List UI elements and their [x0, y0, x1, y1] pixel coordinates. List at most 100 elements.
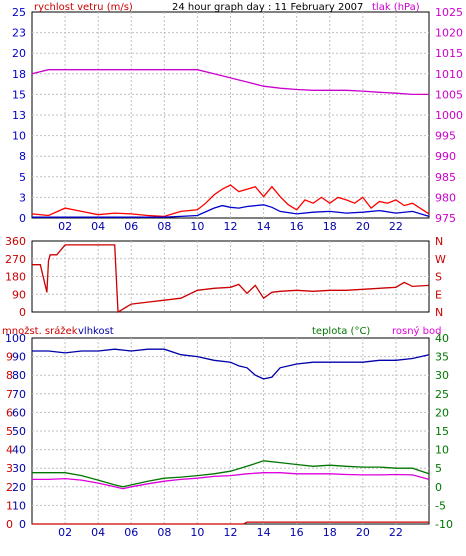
y-tick-right: 975: [435, 212, 456, 225]
y-tick-rain: 8: [6, 369, 13, 382]
y-tick-right: E: [435, 288, 442, 301]
y-tick-right: 40: [435, 332, 449, 345]
x-tick-label: 20: [356, 220, 370, 233]
y-tick-right: N: [435, 306, 443, 319]
y-tick-right: 1025: [435, 6, 463, 19]
y-tick-right: 990: [435, 150, 456, 163]
y-tick-left: 40: [12, 444, 26, 457]
y-tick-left: 90: [12, 351, 26, 364]
temperature-axis-label: teplota (°C): [312, 326, 370, 337]
chart-title: 24 hour graph day : 11 February 2007: [172, 2, 363, 13]
y-tick-left: 10: [12, 130, 26, 143]
x-tick-label: 16: [290, 220, 304, 233]
series-line: [32, 244, 430, 314]
x-tick-label: 06: [124, 526, 138, 539]
y-tick-right: 10: [435, 444, 449, 457]
y-tick-rain: 7: [6, 388, 13, 401]
y-tick-left: 13: [12, 109, 26, 122]
y-tick-rain: 2: [6, 481, 13, 494]
humidity-axis-label: vlhkost: [78, 326, 114, 337]
y-tick-right: -10: [435, 518, 453, 531]
y-tick-right: 15: [435, 425, 449, 438]
y-tick-left: 3: [19, 191, 26, 204]
x-tick-label: 14: [257, 220, 271, 233]
y-tick-left: 0: [19, 518, 26, 531]
y-tick-right: 985: [435, 171, 456, 184]
series-line: [31, 184, 430, 218]
y-tick-right: N: [435, 235, 443, 248]
series-line: [32, 472, 430, 490]
y-tick-left: 20: [12, 481, 26, 494]
wind-axis-label: rychlost vetru (m/s): [34, 2, 133, 13]
y-tick-left: 30: [12, 462, 26, 475]
y-tick-right: 1005: [435, 88, 463, 101]
y-tick-left: 25: [12, 6, 26, 19]
x-tick-label: 18: [323, 220, 337, 233]
y-tick-left: 15: [12, 88, 26, 101]
x-tick-label: 08: [157, 526, 171, 539]
y-tick-left: 270: [5, 253, 26, 266]
y-tick-left: 180: [5, 271, 26, 284]
y-tick-right: 25: [435, 388, 449, 401]
y-tick-right: 35: [435, 351, 449, 364]
x-tick-label: 04: [91, 220, 105, 233]
y-tick-left: 80: [12, 369, 26, 382]
y-tick-left: 5: [19, 171, 26, 184]
x-tick-label: 12: [224, 220, 238, 233]
tick-labels: 2523201815131085301025102010151010100510…: [5, 6, 463, 539]
series-lines: [31, 69, 430, 525]
x-tick-label: 10: [190, 526, 204, 539]
y-tick-rain: 6: [6, 406, 13, 419]
y-tick-left: 70: [12, 388, 26, 401]
y-tick-left: 20: [12, 47, 26, 60]
y-tick-left: 360: [5, 235, 26, 248]
x-tick-label: 02: [58, 220, 72, 233]
y-tick-right: 1010: [435, 68, 463, 81]
series-line: [32, 460, 430, 488]
y-tick-right: 5: [435, 462, 442, 475]
y-tick-right: 1015: [435, 47, 463, 60]
pressure-axis-label: tlak (hPa): [372, 2, 420, 13]
x-tick-label: 08: [157, 220, 171, 233]
y-tick-right: -5: [435, 499, 446, 512]
x-tick-label: 06: [124, 220, 138, 233]
x-tick-label: 18: [323, 526, 337, 539]
series-line: [32, 521, 429, 525]
y-tick-rain: 0: [6, 518, 13, 531]
y-tick-left: 100: [5, 332, 26, 345]
grid-lines: [32, 12, 429, 524]
rain-axis-label: množst. srážek: [2, 325, 78, 337]
y-tick-left: 18: [12, 68, 26, 81]
y-tick-rain: 9: [6, 351, 13, 364]
x-tick-label: 02: [58, 526, 72, 539]
x-tick-label: 20: [356, 526, 370, 539]
y-tick-right: 1000: [435, 109, 463, 122]
y-tick-right: W: [435, 253, 446, 266]
x-tick-label: 10: [190, 220, 204, 233]
y-tick-right: 20: [435, 406, 449, 419]
y-tick-right: S: [435, 271, 442, 284]
y-tick-left: 60: [12, 406, 26, 419]
y-tick-left: 50: [12, 425, 26, 438]
series-line: [31, 69, 429, 96]
x-tick-label: 12: [224, 526, 238, 539]
x-tick-label: 14: [257, 526, 271, 539]
y-tick-left: 90: [12, 288, 26, 301]
dewpoint-axis-label: rosný bod: [392, 325, 441, 337]
x-tick-label: 22: [389, 526, 403, 539]
y-tick-right: 1020: [435, 27, 463, 40]
y-tick-left: 23: [12, 27, 26, 40]
x-tick-label: 16: [290, 526, 304, 539]
y-tick-left: 10: [12, 499, 26, 512]
y-tick-right: 30: [435, 369, 449, 382]
x-tick-label: 22: [389, 220, 403, 233]
y-tick-rain: 5: [6, 425, 13, 438]
y-tick-right: 0: [435, 481, 442, 494]
y-tick-rain: 4: [6, 444, 13, 457]
y-tick-right: 995: [435, 130, 456, 143]
y-tick-rain: 3: [6, 462, 13, 475]
y-tick-left: 8: [19, 150, 26, 163]
y-tick-right: 980: [435, 191, 456, 204]
